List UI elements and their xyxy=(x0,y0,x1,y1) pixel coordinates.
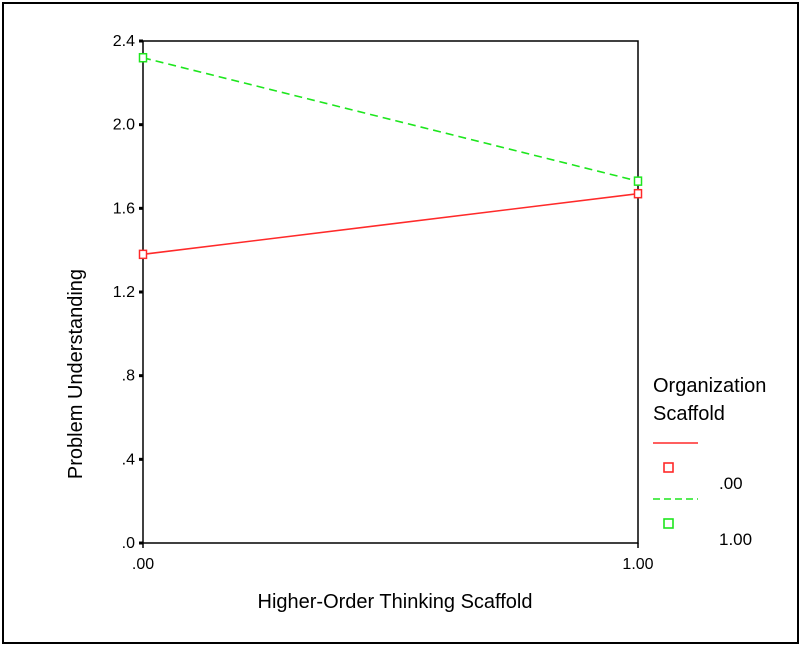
y-tick-label: .4 xyxy=(122,451,135,468)
y-tick-label: .8 xyxy=(122,368,135,385)
y-tick-label: 1.2 xyxy=(113,284,135,301)
x-axis: .00 1.00 xyxy=(132,543,654,573)
legend-title-line-1: Organization xyxy=(653,375,766,397)
y-tick-label: 1.6 xyxy=(113,200,135,217)
series-line-0 xyxy=(142,192,639,256)
series-point-marker xyxy=(633,176,643,186)
series-line-1 xyxy=(142,56,639,182)
y-tick-label: .0 xyxy=(122,535,135,552)
y-tick-label: 2.4 xyxy=(113,33,135,50)
series-point-marker xyxy=(138,249,148,260)
legend-marker-1 xyxy=(663,518,674,529)
x-tick-label: .00 xyxy=(132,556,154,573)
legend-label-0: .00 xyxy=(719,474,743,493)
y-axis-title: Problem Understanding xyxy=(65,269,87,479)
series-point-marker xyxy=(633,188,643,199)
legend-title-line-2: Scaffold xyxy=(653,403,725,425)
plot-area xyxy=(142,40,639,544)
x-axis-title: Higher-Order Thinking Scaffold xyxy=(258,591,533,613)
legend-marker-0 xyxy=(663,462,674,473)
x-tick-label: 1.00 xyxy=(622,556,653,573)
y-axis: .0 .4 .8 1.2 1.6 2.0 2.4 xyxy=(113,33,143,552)
series-layer xyxy=(138,52,643,260)
legend-label-1: 1.00 xyxy=(719,530,752,549)
y-tick-label: 2.0 xyxy=(113,117,135,134)
legend: Organization Scaffold .00 1.00 xyxy=(653,375,766,549)
series-point-marker xyxy=(138,52,148,63)
